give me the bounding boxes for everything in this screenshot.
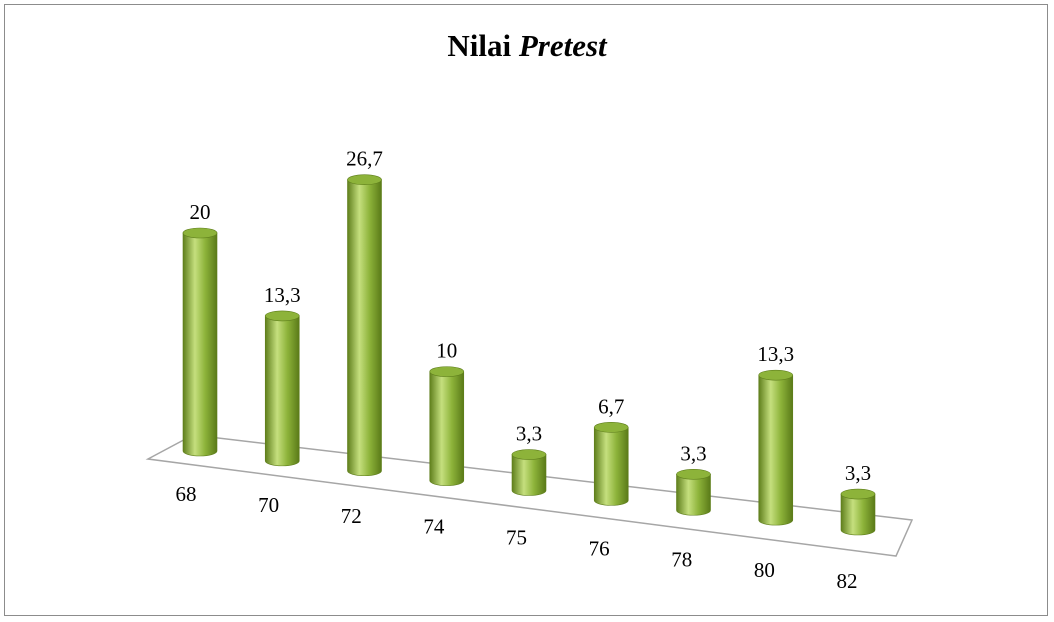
value-label-80: 13,3	[757, 342, 794, 366]
bar-78	[676, 468, 711, 516]
bar-body	[676, 473, 711, 516]
bar-body	[758, 374, 794, 526]
bar-body	[840, 493, 876, 536]
value-label-74: 10	[436, 339, 457, 363]
value-label-68: 20	[190, 200, 211, 224]
bar-body	[429, 371, 465, 486]
value-label-76: 6,7	[598, 394, 624, 418]
bar-body	[347, 179, 382, 477]
value-label-78: 3,3	[680, 441, 706, 465]
bar-top	[429, 366, 465, 377]
bar-top	[264, 310, 300, 322]
category-label-70: 70	[258, 493, 279, 517]
category-label-78: 78	[671, 547, 692, 571]
bar-top	[593, 422, 629, 433]
chart-title-italic: Pretest	[518, 28, 607, 63]
bar-body	[182, 232, 218, 457]
bar-82	[840, 488, 876, 536]
bar-72	[347, 174, 382, 477]
category-label-74: 74	[423, 515, 445, 539]
bar-top	[182, 227, 218, 239]
category-label-82: 82	[837, 569, 858, 593]
category-label-68: 68	[176, 482, 197, 506]
value-label-70: 13,3	[264, 283, 301, 307]
chart-title-plain: Nilai	[447, 28, 512, 63]
bar-top	[511, 449, 547, 460]
value-label-82: 3,3	[845, 461, 871, 485]
bar-70	[264, 310, 300, 467]
value-labels: 20 13,3 26,7 10 3,3 6,7 3,3 13,3 3,3	[190, 147, 872, 485]
bar-top	[758, 369, 794, 381]
bar-body	[264, 315, 300, 467]
category-label-72: 72	[341, 504, 362, 528]
bar-68	[182, 227, 218, 457]
bar-76	[593, 422, 629, 506]
bar-top	[676, 468, 711, 480]
bar-body	[511, 454, 547, 496]
bar-series	[182, 174, 876, 536]
category-label-75: 75	[506, 526, 527, 550]
category-labels: 68 70 72 74 75 76 78 80 82	[176, 482, 858, 593]
bar-body	[593, 427, 629, 506]
value-label-72: 26,7	[346, 147, 383, 171]
bar-top	[840, 488, 876, 500]
bar-75	[511, 449, 547, 496]
bar-80	[758, 369, 794, 526]
chart-title: Nilai Pretest	[0, 28, 1054, 64]
category-label-80: 80	[754, 558, 775, 582]
category-label-76: 76	[589, 536, 610, 560]
bar-top	[347, 174, 382, 186]
bar-74	[429, 366, 465, 486]
value-label-75: 3,3	[516, 422, 542, 446]
